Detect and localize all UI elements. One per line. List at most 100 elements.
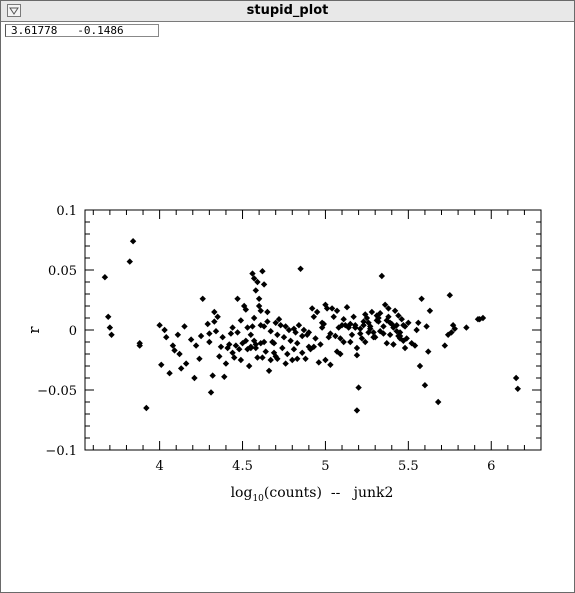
data-point (279, 344, 286, 352)
data-point (512, 374, 520, 382)
data-point (244, 324, 251, 331)
data-point (274, 355, 281, 362)
data-point (378, 272, 386, 280)
data-point (237, 317, 245, 324)
data-point (292, 329, 299, 336)
data-point (259, 268, 266, 275)
data-point (313, 308, 321, 316)
data-point (252, 344, 259, 352)
data-point (267, 356, 274, 364)
data-point (441, 342, 449, 349)
data-point (333, 307, 341, 314)
data-point (247, 343, 255, 350)
data-point (196, 355, 203, 362)
data-point (231, 354, 238, 361)
data-point (199, 295, 206, 302)
plot-frame (84, 209, 542, 451)
data-point (451, 325, 458, 332)
data-point (353, 352, 361, 359)
data-point (250, 275, 258, 282)
data-point (252, 341, 259, 348)
data-point (426, 307, 434, 314)
data-point (380, 323, 387, 330)
data-point (222, 360, 230, 367)
data-point (295, 322, 303, 329)
data-point (101, 274, 109, 281)
data-point (181, 323, 188, 330)
data-point (234, 295, 241, 302)
data-point (177, 365, 185, 372)
data-point (328, 305, 336, 312)
data-point (254, 278, 261, 286)
data-point (300, 326, 308, 334)
data-point (207, 389, 215, 396)
data-point (206, 330, 213, 337)
data-point (411, 342, 419, 349)
data-point (415, 319, 422, 326)
data-point (376, 310, 384, 317)
data-point (423, 323, 430, 330)
data-point (282, 323, 289, 330)
scatter-plot[interactable]: 4 4.5 5 5.5 6 −0.1 −0.05 0 0.05 0.1 r log10(count… (1, 21, 574, 592)
data-point (395, 312, 402, 319)
window-title: stupid_plot (246, 3, 329, 18)
data-point (270, 340, 278, 347)
data-point (514, 385, 521, 392)
data-point (386, 319, 394, 326)
data-point (294, 340, 301, 347)
data-point (106, 324, 114, 331)
data-point (381, 301, 389, 308)
data-point (332, 332, 339, 340)
data-point (396, 329, 404, 336)
data-point (386, 331, 394, 338)
data-point (206, 338, 213, 346)
data-point (340, 338, 347, 346)
data-point (257, 307, 264, 314)
data-point (323, 305, 331, 312)
data-point (224, 344, 231, 352)
data-point (322, 356, 329, 364)
data-point (416, 362, 424, 370)
data-point (229, 324, 236, 331)
data-point (227, 330, 235, 337)
data-point (350, 313, 357, 320)
data-point (274, 331, 281, 338)
cursor-coordinate-readout: 3.61778 -0.1486 (5, 24, 159, 37)
data-point (312, 335, 319, 342)
data-point (398, 316, 405, 323)
data-point (176, 350, 183, 358)
window-menu-button[interactable] (7, 4, 21, 17)
data-point (302, 355, 309, 362)
data-point (174, 331, 182, 338)
data-point (211, 308, 218, 316)
y-tick-label: 0.1 (56, 204, 77, 219)
data-point (308, 305, 316, 312)
y-tick-label: −0.05 (37, 384, 77, 399)
data-point (385, 313, 392, 320)
title-bar[interactable]: stupid_plot (1, 1, 574, 22)
data-point (353, 344, 361, 352)
data-point (232, 342, 240, 349)
data-point (396, 332, 404, 340)
data-point (209, 372, 216, 379)
data-point (318, 319, 326, 326)
data-point (240, 302, 248, 310)
data-point (390, 341, 397, 348)
data-point (171, 347, 178, 354)
data-point (272, 319, 279, 326)
data-point (265, 367, 273, 374)
data-point (360, 318, 367, 325)
data-point (262, 348, 269, 355)
data-point (352, 322, 359, 329)
data-point (299, 332, 306, 340)
data-point (252, 287, 259, 294)
data-point (282, 360, 289, 367)
data-point (340, 316, 347, 323)
data-point (245, 362, 253, 370)
data-point (294, 355, 301, 362)
data-point (287, 337, 294, 344)
data-point (347, 338, 354, 346)
data-point (166, 370, 173, 377)
data-point (136, 342, 143, 349)
data-point (163, 334, 170, 341)
